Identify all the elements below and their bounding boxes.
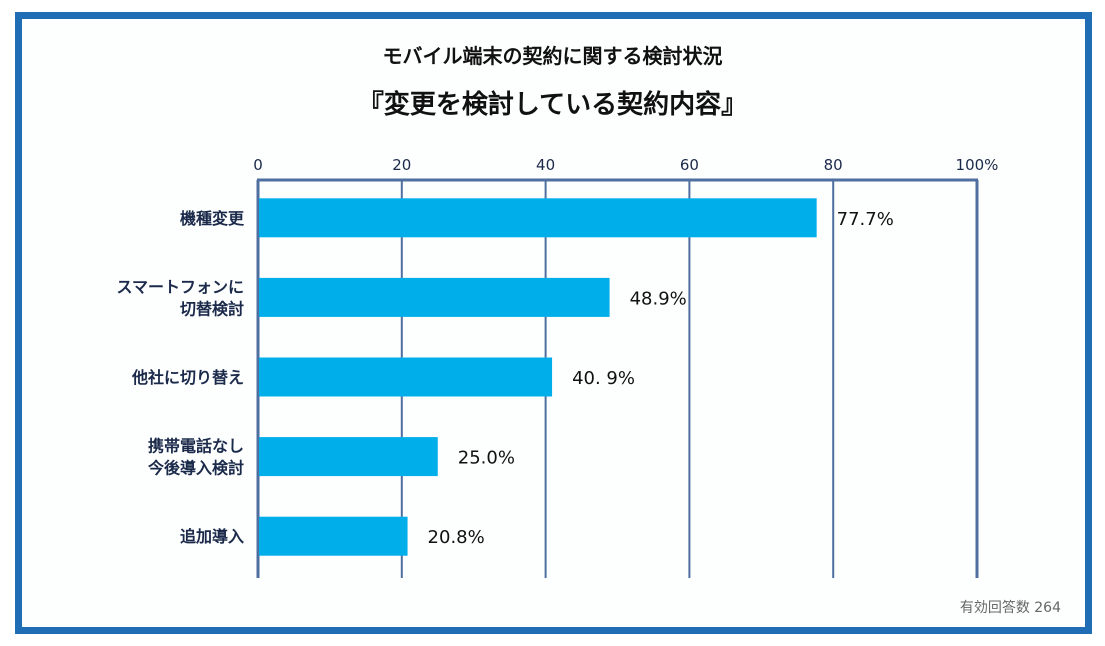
response-count-note: 有効回答数 264 — [959, 600, 1061, 616]
category-label: 切替検討 — [180, 299, 244, 318]
chart-frame — [15, 12, 1092, 634]
x-tick-label: 100% — [956, 156, 999, 174]
data-label: 25.0% — [458, 448, 515, 469]
data-label: 40. 9% — [572, 368, 635, 389]
bar — [259, 357, 553, 397]
category-label: 今後導入検討 — [147, 459, 244, 478]
x-tick-label: 80 — [824, 156, 843, 174]
bar — [259, 516, 408, 556]
x-tick-label: 0 — [253, 156, 263, 174]
data-label: 48.9% — [630, 288, 687, 309]
x-tick-label: 40 — [536, 156, 555, 174]
category-label: スマートフォンに — [116, 277, 244, 296]
data-label: 77.7% — [837, 209, 894, 230]
category-label: 追加導入 — [180, 527, 244, 546]
chart-subtitle: 『変更を検討している契約内容』 — [357, 90, 748, 120]
category-label: 機種変更 — [180, 209, 245, 228]
bar — [259, 198, 817, 238]
category-label: 携帯電話なし — [148, 437, 244, 456]
bar — [259, 277, 610, 317]
x-tick-label: 20 — [392, 156, 411, 174]
x-tick-label: 60 — [680, 156, 699, 174]
data-label: 20.8% — [428, 527, 485, 548]
category-label: 他社に切り替え — [131, 368, 244, 387]
bar — [259, 437, 438, 477]
chart-title: モバイル端末の契約に関する検討状況 — [382, 44, 723, 68]
